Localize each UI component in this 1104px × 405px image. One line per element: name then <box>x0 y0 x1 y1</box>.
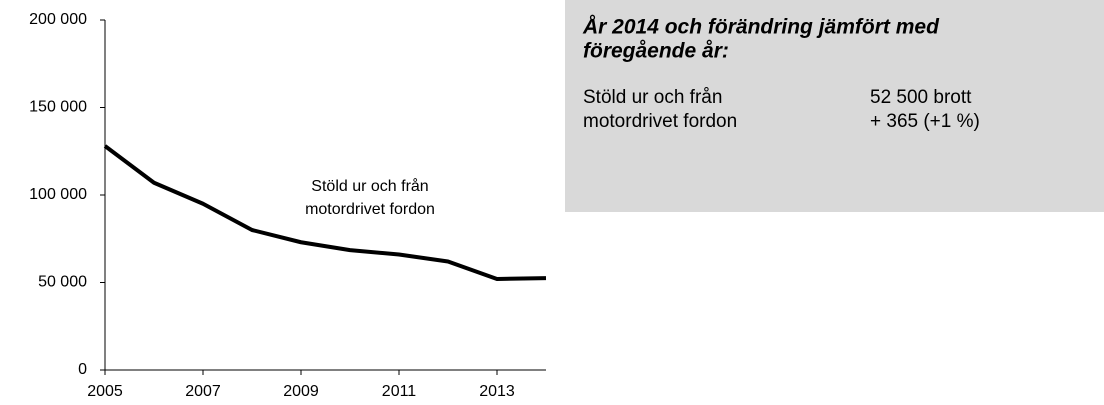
y-tick-label: 200 000 <box>29 11 87 28</box>
info-title: föregående år: <box>583 40 729 63</box>
y-tick-label: 0 <box>78 361 87 378</box>
x-tick-label: 2005 <box>87 383 123 400</box>
info-label: motordrivet fordon <box>583 111 737 132</box>
annotation: motordrivet fordon <box>305 201 435 218</box>
x-tick-label: 2009 <box>283 383 319 400</box>
info-value: + 365 (+1 %) <box>870 111 980 132</box>
x-tick-label: 2013 <box>479 383 515 400</box>
line <box>103 144 547 281</box>
info-title: År 2014 och förändring jämfört med <box>582 15 940 39</box>
y-tick-label: 150 000 <box>29 99 87 116</box>
annotation: Stöld ur och från <box>311 177 428 195</box>
x-tick-label: 2011 <box>382 383 417 400</box>
x-tick-label: 2007 <box>185 383 221 400</box>
y-tick-label: 50 000 <box>38 274 87 291</box>
info-value: 52 500 brott <box>870 87 972 108</box>
info-box <box>565 0 1104 212</box>
y-tick-label: 100 000 <box>29 186 87 203</box>
info-label: Stöld ur och från <box>583 87 722 108</box>
